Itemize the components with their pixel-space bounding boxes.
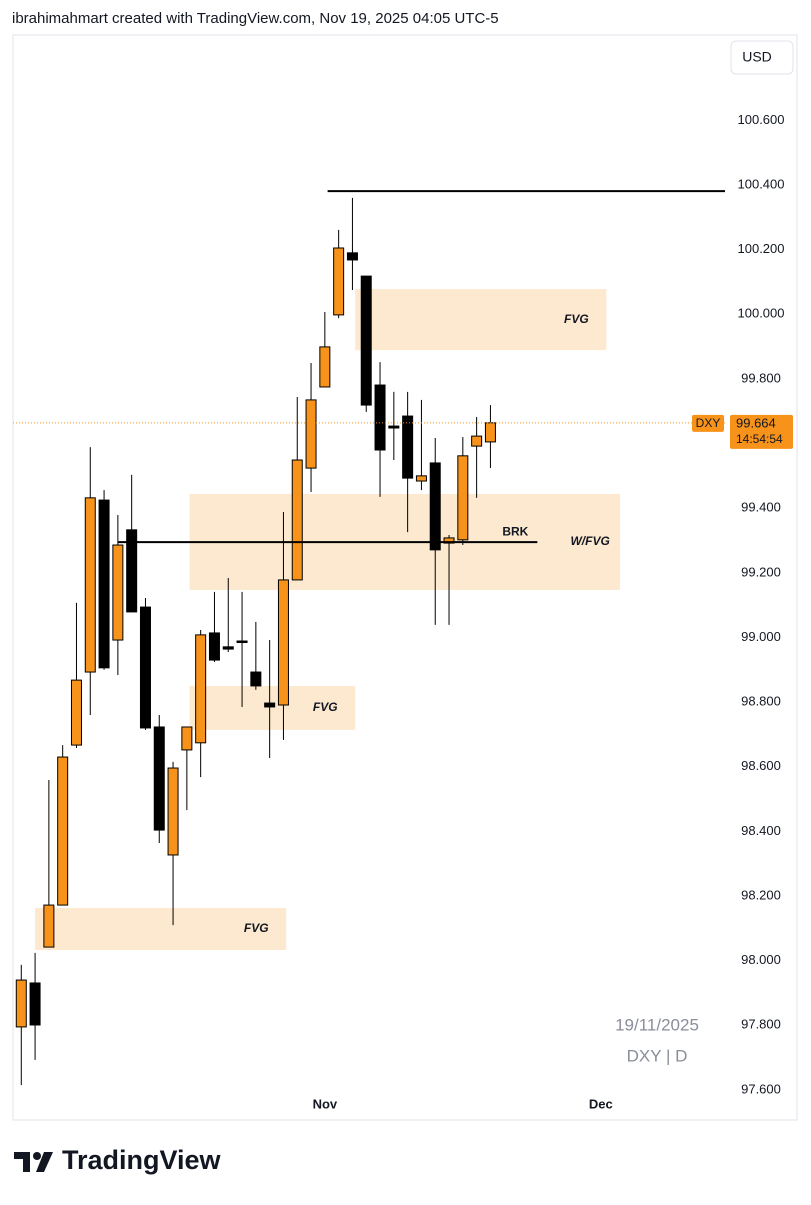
candle-body	[70, 679, 82, 746]
candle-body	[402, 415, 414, 479]
candle-body	[415, 475, 427, 482]
candle-body	[43, 904, 55, 948]
y-tick-label: 97.800	[741, 1017, 781, 1032]
symbol-tag: DXY	[696, 416, 721, 430]
candle-body	[457, 455, 469, 541]
candle-body	[208, 632, 220, 661]
candle-body	[29, 982, 41, 1026]
watermark-date: 19/11/2025	[615, 1015, 699, 1034]
level-label: BRK	[502, 524, 528, 538]
y-tick-label: 97.600	[741, 1081, 781, 1096]
logo-icon	[14, 1152, 53, 1172]
brand: TradingView	[62, 1145, 222, 1175]
countdown: 14:54:54	[736, 432, 783, 446]
zone-label: FVG	[244, 921, 269, 935]
symbol-tag-bg	[692, 414, 724, 432]
y-tick-label: 100.200	[738, 241, 785, 256]
candle-body	[360, 275, 372, 406]
candle-body	[222, 646, 234, 650]
candle-body	[333, 247, 345, 316]
candle-body	[139, 606, 151, 729]
candle-body	[126, 529, 138, 613]
currency-button[interactable]	[730, 40, 794, 75]
y-tick-label: 98.600	[741, 758, 781, 773]
fvg-zone	[189, 685, 356, 730]
y-tick-label: 100.000	[738, 306, 785, 321]
price-tag-bg	[730, 414, 793, 449]
candle-body	[15, 979, 27, 1028]
y-tick-label: 99.200	[741, 564, 781, 579]
y-tick-label: 98.400	[741, 823, 781, 838]
candle-body	[277, 579, 289, 706]
y-tick-label: 99.800	[741, 370, 781, 385]
y-tick-label: 99.400	[741, 500, 781, 515]
zone-label: W/FVG	[570, 534, 609, 548]
y-tick-label: 98.200	[741, 887, 781, 902]
x-tick-label: Dec	[589, 1096, 613, 1111]
candle-body	[346, 252, 358, 261]
chart-frame	[12, 34, 798, 1121]
candle-body	[374, 384, 386, 451]
watermark-symbol: DXY | D	[627, 1046, 688, 1065]
price-tag: 99.664	[736, 415, 776, 430]
y-tick-label: 98.800	[741, 694, 781, 709]
candle-body	[98, 499, 110, 669]
candle-body	[305, 399, 317, 469]
y-tick-label: 100.600	[738, 112, 785, 127]
candle-body	[291, 459, 303, 581]
candle-body	[167, 767, 179, 856]
zone-label: FVG	[564, 312, 589, 326]
candle-body	[57, 756, 69, 906]
header: ibrahimahmart created with TradingView.c…	[12, 10, 499, 27]
candle-body	[388, 425, 400, 429]
y-tick-label: 98.000	[741, 952, 781, 967]
currency: USD	[742, 49, 772, 65]
candle-body	[250, 671, 262, 687]
x-tick-label: Nov	[313, 1096, 338, 1111]
candle-body	[84, 497, 96, 673]
y-tick-label: 99.000	[741, 629, 781, 644]
candle-body	[264, 702, 276, 708]
candle-body	[112, 544, 124, 641]
candle-body	[429, 462, 441, 551]
candle-body	[195, 634, 207, 744]
candle-body	[484, 422, 496, 443]
candle-body	[236, 640, 248, 644]
candle-body	[319, 346, 331, 388]
candle-body	[153, 726, 165, 831]
zone-label: FVG	[313, 700, 338, 714]
candle-body	[181, 726, 193, 751]
y-tick-label: 100.400	[738, 176, 785, 191]
fvg-zone	[355, 289, 607, 351]
fvg-zone	[35, 907, 287, 950]
candle-body	[471, 435, 483, 447]
